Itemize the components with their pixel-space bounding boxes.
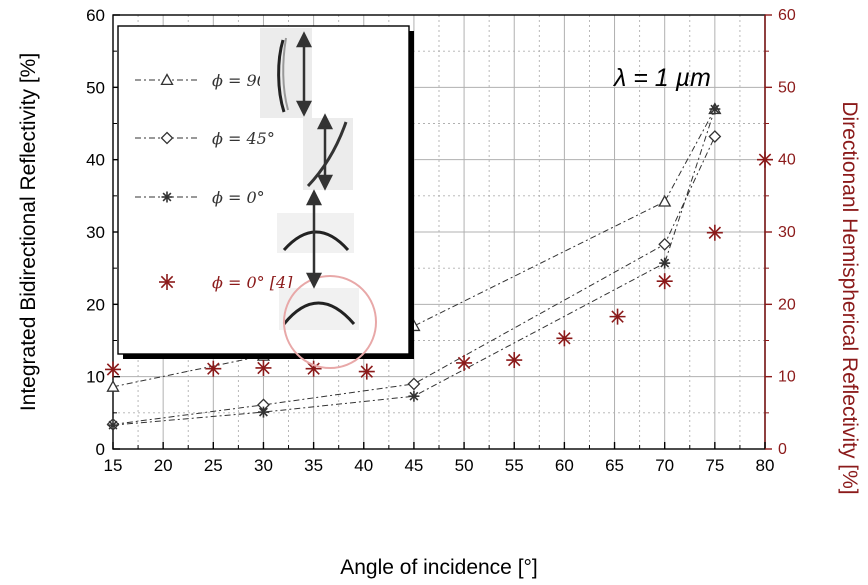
x-tick-label: 45	[404, 456, 423, 475]
legend-marker	[161, 191, 173, 203]
y-right-tick-label: 30	[778, 224, 796, 241]
x-tick-label: 35	[304, 456, 323, 475]
y-left-tick-label: 50	[86, 78, 105, 97]
data-point-series-3	[205, 360, 222, 377]
pattern-thumbnail-0-ref	[279, 275, 377, 369]
arrow-icon	[295, 31, 334, 289]
y-left-tick-label: 20	[86, 295, 105, 314]
wavelength-annotation: λ = 1 µm	[612, 64, 711, 92]
y-left-tick-label: 10	[86, 368, 105, 387]
data-point-series-1	[658, 237, 672, 251]
legend-marker	[160, 73, 174, 86]
y-left-tick-label: 60	[86, 6, 105, 25]
x-tick-label: 60	[555, 456, 574, 475]
data-point-series-3	[358, 363, 375, 380]
legend-entry: ϕ = 90°	[135, 71, 275, 90]
y-right-tick-label: 10	[778, 369, 796, 386]
data-point-series-3	[255, 359, 272, 376]
legend-entry: ϕ = 0° [4]	[159, 273, 293, 292]
y-axis-left-label: Integrated Bidirectional Reflectivity [%…	[17, 53, 40, 411]
y-right-tick-label: 0	[778, 441, 787, 458]
y-left-tick-label: 0	[96, 440, 105, 459]
y-left-tick-label: 40	[86, 151, 105, 170]
data-point-series-3	[305, 360, 322, 377]
data-point-series-0	[658, 194, 672, 207]
x-tick-label: 15	[104, 456, 123, 475]
data-point-series-2	[709, 103, 721, 115]
x-tick-label: 30	[254, 456, 273, 475]
x-tick-label: 40	[354, 456, 373, 475]
series-line-2	[112, 108, 716, 426]
data-point-series-3	[609, 308, 626, 325]
legend-marker	[159, 274, 175, 290]
data-point-series-3	[656, 273, 673, 290]
y-right-tick-label: 20	[778, 296, 796, 313]
legend-entry: ϕ = 45°	[135, 129, 275, 148]
data-point-series-1	[708, 130, 722, 143]
data-point-series-3	[556, 330, 573, 347]
x-tick-label: 55	[505, 456, 524, 475]
pattern-thumbnail-0	[277, 213, 354, 253]
data-point-series-3	[105, 361, 121, 378]
x-tick-label: 25	[204, 456, 223, 475]
legend-label: ϕ = 90°	[212, 71, 275, 90]
x-tick-label: 80	[756, 456, 775, 475]
x-tick-label: 20	[154, 456, 173, 475]
y-right-tick-label: 40	[778, 152, 796, 169]
x-tick-label: 50	[455, 456, 474, 475]
data-point-series-2	[257, 406, 269, 418]
data-point-series-3	[506, 352, 523, 369]
data-point-series-1	[407, 377, 421, 391]
y-left-tick-label: 30	[86, 223, 105, 242]
y-right-tick-label: 50	[778, 79, 796, 96]
y-axis-right-label: Directionanl Hemispherical Reflectivity …	[838, 101, 861, 494]
data-point-series-2	[659, 257, 671, 269]
legend-label: ϕ = 0°	[212, 188, 265, 207]
highlight-circle	[283, 275, 377, 369]
data-point-series-3	[456, 354, 473, 371]
x-tick-label: 75	[705, 456, 724, 475]
data-point-series-0	[106, 379, 120, 392]
data-point-series-2	[107, 419, 119, 431]
data-points	[105, 102, 773, 431]
legend-label: ϕ = 0° [4]	[212, 273, 293, 292]
x-tick-label: 65	[605, 456, 624, 475]
legend: ϕ = 90° ϕ = 45° ϕ = 0° ϕ = 0° [4]	[117, 25, 414, 369]
data-point-series-2	[408, 390, 420, 402]
x-axis-label: Angle of incidence [°]	[340, 556, 538, 579]
y-right-tick-label: 60	[778, 7, 796, 24]
data-point-series-3	[706, 224, 723, 241]
legend-label: ϕ = 45°	[212, 129, 275, 148]
data-point-series-3	[757, 151, 773, 168]
legend-marker	[160, 131, 174, 145]
x-tick-label: 70	[655, 456, 674, 475]
legend-entry: ϕ = 0°	[135, 188, 265, 207]
